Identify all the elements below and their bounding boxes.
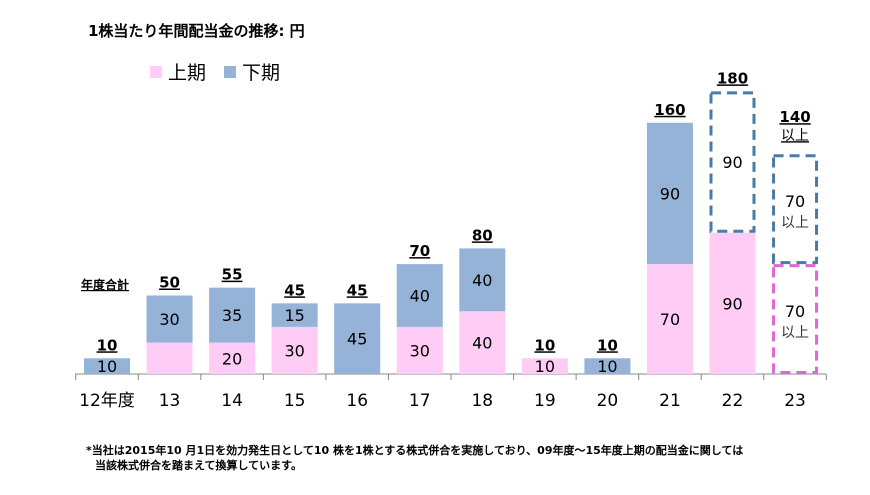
bar-value-label: 10 — [597, 357, 617, 376]
legend: 上期 下期 — [150, 58, 280, 85]
bar-segment-first-half — [146, 342, 193, 374]
bar-value-label: 70 — [785, 302, 805, 321]
x-tick-label: 16 — [346, 391, 368, 411]
total-label: 70 — [409, 242, 430, 260]
bar-segment-second-half — [84, 358, 130, 374]
forecast-bar-segment — [772, 154, 819, 265]
total-label: 50 — [159, 274, 180, 292]
bar-value-label: 10 — [535, 357, 555, 376]
x-tick-label: 14 — [221, 391, 243, 411]
total-label: 160 — [654, 101, 685, 119]
bar-value-label: 20 — [222, 349, 242, 368]
forecast-bar-segment — [772, 264, 819, 375]
bar-segment-second-half — [396, 264, 443, 327]
bar-value-label: 90 — [722, 294, 742, 313]
x-tick-label: 12年度 — [79, 391, 135, 411]
total-label: 55 — [222, 266, 243, 284]
bar-segment-first-half — [521, 358, 568, 374]
total-label: 45 — [347, 281, 368, 299]
bar-value-label: 30 — [284, 341, 304, 360]
bar-segment-second-half — [271, 303, 318, 327]
bar-segment-second-half — [459, 248, 506, 312]
bar-segment-second-half — [146, 295, 193, 343]
x-tick-label: 20 — [597, 391, 619, 411]
x-tick-label: 15 — [284, 391, 306, 411]
bar-segment-second-half — [584, 358, 631, 374]
forecast-bar-segment — [709, 91, 756, 233]
bar-segment-first-half — [459, 311, 506, 374]
legend-swatch-first-half — [150, 65, 162, 78]
legend-item-second-half: 下期 — [224, 58, 280, 85]
total-label: 45 — [284, 281, 305, 299]
total-label: 140 — [779, 108, 810, 126]
bar-value-label: 70 — [785, 192, 805, 211]
bar-value-label: 40 — [472, 334, 492, 353]
chart-title: 1株当たり年間配当金の推移: 円 — [88, 22, 305, 40]
bar-segment-first-half — [209, 342, 256, 374]
footnote-line-2: 当該株式併合を踏まえて換算しています。 — [95, 459, 303, 472]
footnote: *当社は2015年10 月1日を効力発生日として10 株を1株とする株式併合を実… — [86, 443, 743, 473]
x-tick-label: 23 — [784, 391, 806, 411]
bar-value-label: 90 — [660, 184, 680, 203]
x-tick-label: 19 — [534, 391, 556, 411]
bar-value-label: 30 — [159, 310, 179, 329]
x-tick-label: 18 — [471, 391, 493, 411]
bar-value-label: 45 — [347, 330, 367, 349]
bar-value-suffix: 以上 — [781, 215, 809, 231]
bar-segment-second-half — [646, 122, 693, 265]
bar-segment-first-half — [396, 326, 443, 374]
x-tick-label: 21 — [659, 391, 681, 411]
bar-value-label: 15 — [284, 306, 304, 325]
legend-item-first-half: 上期 — [150, 58, 206, 85]
bar-segment-first-half — [709, 232, 756, 374]
bar-segment-first-half — [646, 264, 693, 374]
bar-value-suffix: 以上 — [781, 325, 809, 341]
x-tick-label: 13 — [159, 391, 181, 411]
total-label: 10 — [97, 336, 118, 354]
total-label: 80 — [472, 226, 493, 244]
bar-segment-second-half — [334, 303, 381, 374]
x-tick-label: 17 — [409, 391, 431, 411]
bar-value-label: 90 — [722, 153, 742, 172]
legend-label-second-half: 下期 — [242, 62, 281, 84]
bar-segment-second-half — [209, 287, 256, 343]
bar-value-label: 30 — [410, 341, 430, 360]
total-label: 180 — [717, 69, 748, 87]
totals-row-label: 年度合計 — [81, 277, 129, 292]
bar-value-label: 10 — [97, 357, 117, 376]
x-tick-label: 22 — [722, 391, 744, 411]
legend-swatch-second-half — [224, 65, 237, 78]
total-label: 10 — [597, 336, 618, 354]
total-suffix: 以上 — [781, 128, 809, 144]
bar-value-label: 40 — [410, 287, 430, 306]
bar-value-label: 40 — [472, 271, 492, 290]
total-label: 10 — [534, 336, 555, 354]
bar-value-label: 35 — [222, 306, 242, 325]
bar-value-label: 70 — [660, 310, 680, 329]
bar-segment-first-half — [271, 326, 318, 374]
footnote-line-1: *当社は2015年10 月1日を効力発生日として10 株を1株とする株式併合を実… — [86, 444, 744, 457]
legend-label-first-half: 上期 — [168, 62, 207, 84]
